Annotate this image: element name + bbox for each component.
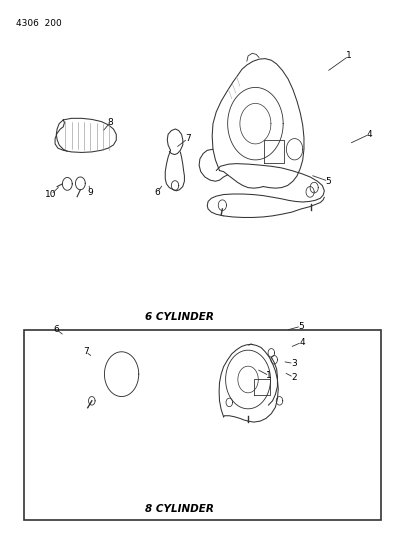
Text: 6: 6	[154, 189, 160, 197]
Text: 4306  200: 4306 200	[16, 19, 62, 28]
Text: 4: 4	[299, 338, 305, 346]
Bar	[24, 330, 381, 520]
Text: 9: 9	[87, 189, 93, 197]
Text: 8 CYLINDER: 8 CYLINDER	[145, 504, 214, 514]
Text: 5: 5	[298, 322, 304, 330]
Text: 6: 6	[53, 325, 59, 334]
Text: 10: 10	[45, 190, 57, 199]
Text: 8: 8	[107, 118, 113, 127]
Text: 2: 2	[291, 373, 297, 382]
Text: 4: 4	[366, 130, 372, 139]
Text: 3: 3	[291, 359, 297, 368]
Text: 7: 7	[83, 348, 89, 356]
Text: 6 CYLINDER: 6 CYLINDER	[145, 312, 214, 322]
Text: 1: 1	[266, 372, 272, 380]
Text: 5: 5	[326, 177, 331, 185]
Text: 1: 1	[346, 52, 352, 60]
Text: 7: 7	[185, 134, 191, 143]
